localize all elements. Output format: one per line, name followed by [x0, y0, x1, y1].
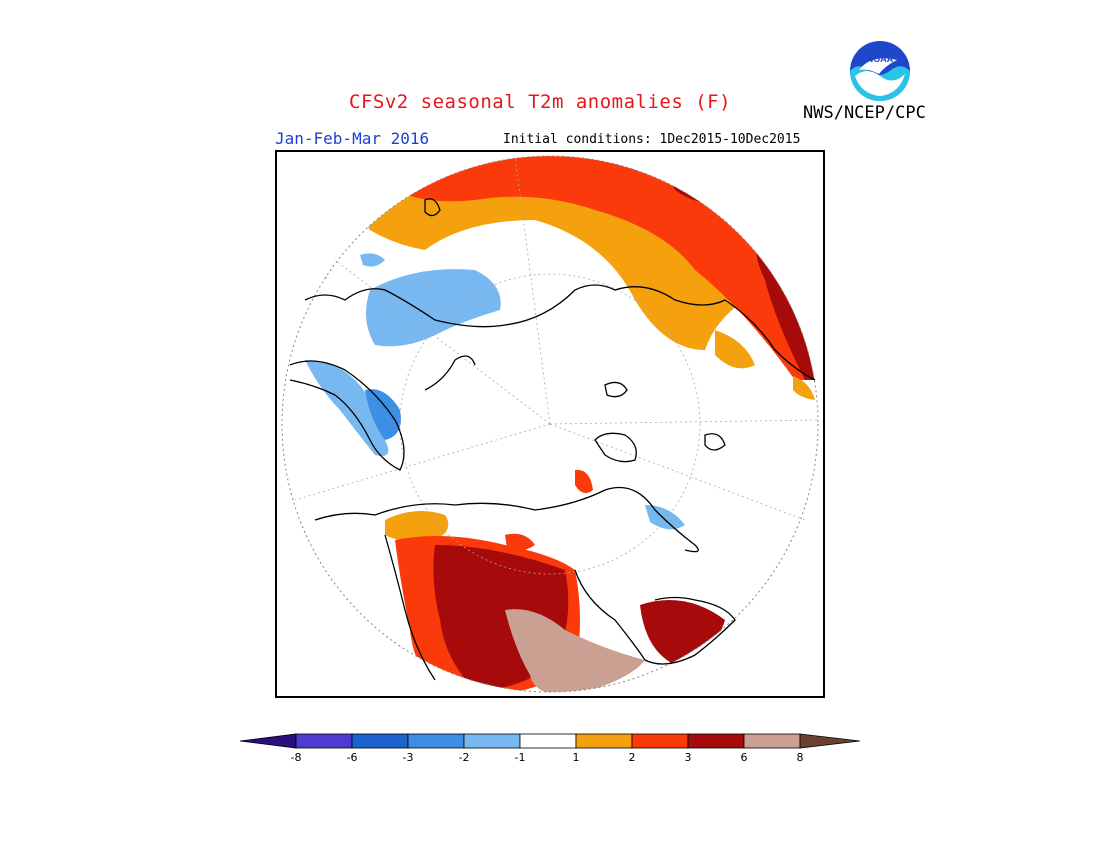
colorbar-tick: 2: [628, 751, 636, 764]
colorbar-bin: [687, 733, 745, 749]
colorbar-tick: -2: [458, 751, 470, 764]
anomaly-orange-arctic-islands: [505, 533, 535, 551]
colorbar-tick: 3: [684, 751, 692, 764]
agency-label: NWS/NCEP/CPC: [803, 103, 926, 123]
colorbar-bin: [631, 733, 689, 749]
colorbar: [240, 733, 860, 749]
colorbar-bin: [407, 733, 465, 749]
colorbar-tick: 6: [740, 751, 748, 764]
anomaly-orange-se: [793, 376, 815, 400]
logo-text: NOAA: [867, 54, 894, 64]
colorbar-bin: [351, 733, 409, 749]
colorbar-bin: [575, 733, 633, 749]
anomaly-blue-w: [365, 389, 401, 440]
anomaly-orange-east: [715, 330, 755, 369]
colorbar-tick: 1: [572, 751, 580, 764]
polar-anomaly-map: [275, 150, 825, 698]
anomaly-lightblue-atlantic: [366, 269, 501, 347]
colorbar-tick: -8: [290, 751, 302, 764]
anomaly-lightblue-n: [360, 253, 385, 267]
colorbar-bin-lt-8: [240, 733, 297, 749]
colorbar-bin-gt-8: [799, 733, 860, 749]
coastlines: [289, 198, 816, 681]
map-boundary: [281, 155, 819, 693]
anomaly-lightblue-alaska: [645, 505, 685, 530]
anomaly-tan-us: [505, 609, 645, 692]
map-title: CFSv2 seasonal T2m anomalies (F): [349, 91, 732, 113]
latitude-circle: [399, 273, 701, 575]
colorbar-bin: [463, 733, 521, 749]
colorbar-tick: -1: [514, 751, 526, 764]
meridian: [334, 259, 551, 425]
forecast-period: Jan-Feb-Mar 2016: [275, 129, 430, 148]
colorbar-tick: -3: [402, 751, 414, 764]
colorbar-bin: [519, 733, 577, 749]
meridian: [514, 155, 551, 425]
colorbar-tick: 8: [796, 751, 804, 764]
anomaly-lightblue-w: [305, 360, 389, 456]
colorbar-bin: [295, 733, 353, 749]
anomaly-orange-pacific: [385, 511, 449, 542]
meridian: [549, 423, 806, 521]
initial-conditions: Initial conditions: 1Dec2015-10Dec2015: [503, 132, 801, 147]
anomaly-darkred-east: [755, 240, 818, 380]
meridian: [294, 423, 551, 501]
colorbar-tick: -6: [346, 751, 358, 764]
colorbar-bin: [743, 733, 801, 749]
noaa-logo: NOAA: [850, 41, 910, 101]
anomaly-orange-islands2: [575, 469, 593, 494]
